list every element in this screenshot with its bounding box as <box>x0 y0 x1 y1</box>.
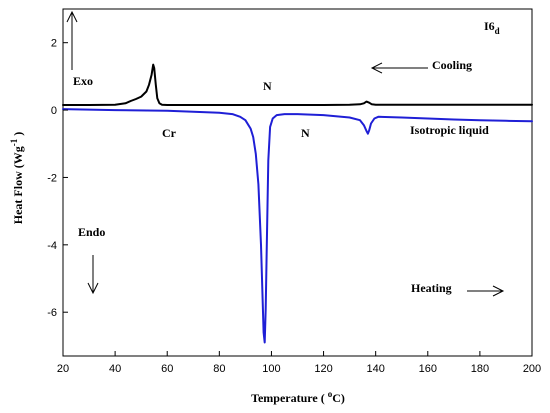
heating-right-arrow <box>467 285 505 297</box>
label-isotropic-liquid: Isotropic liquid <box>410 123 489 137</box>
x-tick-label: 20 <box>57 363 69 375</box>
x-tick-label: 80 <box>213 363 225 375</box>
x-tick-label: 120 <box>314 363 332 375</box>
endo-down-arrow <box>87 255 99 295</box>
x-tick-label: 40 <box>109 363 121 375</box>
y-axis-label: Heat Flow (Wg-1 ) <box>9 132 25 224</box>
plot-border <box>62 8 533 357</box>
label-cr: Cr <box>162 126 177 140</box>
series-line-heating <box>62 108 533 344</box>
label-n-lower: N <box>301 126 310 140</box>
label-cooling: Cooling <box>432 58 472 72</box>
label-endo: Endo <box>78 225 105 239</box>
x-tick-label: 140 <box>366 363 384 375</box>
y-tick-label: -4 <box>47 240 57 252</box>
series-layer <box>62 63 533 344</box>
x-tick-label: 100 <box>262 363 280 375</box>
label-heating: Heating <box>411 281 452 295</box>
label-n-upper: N <box>263 79 272 93</box>
y-tick-label: -2 <box>47 172 57 184</box>
x-tick-label: 160 <box>419 363 437 375</box>
y-tick-label: 0 <box>51 105 57 117</box>
x-axis-label: Temperature ( oC) <box>251 389 345 405</box>
label-i6: I6d <box>484 19 500 36</box>
x-tick-label: 200 <box>523 363 541 375</box>
plot-frame <box>62 8 533 357</box>
exo-up-arrow <box>66 10 78 70</box>
x-tick-label: 60 <box>161 363 173 375</box>
x-tick-label: 180 <box>471 363 489 375</box>
cooling-left-arrow <box>370 62 428 74</box>
y-tick-label: -6 <box>47 307 57 319</box>
y-tick-label: 2 <box>51 38 57 50</box>
series-line-cooling <box>62 63 533 106</box>
label-exo: Exo <box>73 74 93 88</box>
